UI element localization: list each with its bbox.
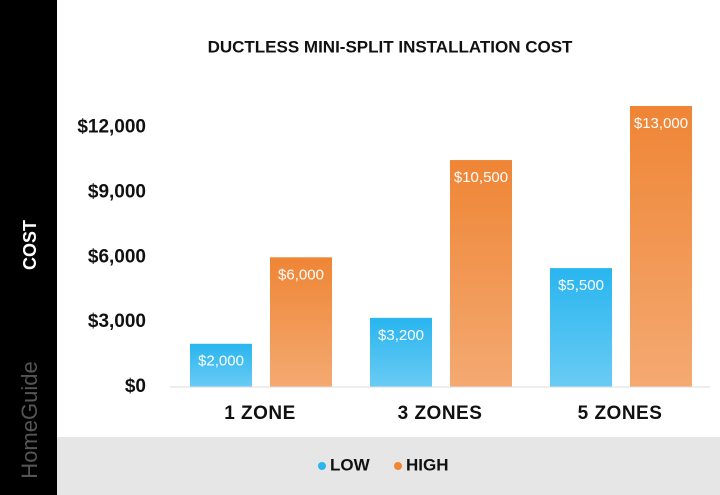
value-label: $2,000 — [198, 353, 244, 370]
value-label: $3,200 — [378, 327, 424, 344]
y-tick-label: $3,000 — [88, 311, 146, 332]
y-tick-label: $9,000 — [88, 181, 146, 202]
watermark: HomeGuide — [17, 361, 42, 478]
legend-marker — [394, 462, 402, 470]
x-tick-label: 3 ZONES — [398, 403, 483, 424]
value-label: $13,000 — [634, 115, 688, 132]
x-tick-label: 1 ZONE — [224, 403, 296, 424]
y-tick-label: $12,000 — [77, 117, 146, 138]
bar — [370, 317, 432, 387]
value-label: $10,500 — [454, 169, 508, 186]
legend-label: LOW — [330, 455, 371, 474]
bar — [270, 257, 332, 387]
y-tick-label: $0 — [125, 376, 146, 397]
bar — [450, 160, 512, 387]
legend-band — [57, 437, 720, 495]
y-tick-label: $6,000 — [88, 246, 146, 267]
x-tick-label: 5 ZONES — [578, 403, 663, 424]
sidebar — [0, 0, 57, 495]
bar — [550, 268, 612, 387]
value-label: $5,500 — [558, 277, 604, 294]
value-label: $6,000 — [278, 266, 324, 283]
bar — [190, 343, 252, 387]
chart-title: DUCTLESS MINI-SPLIT INSTALLATION COST — [208, 37, 573, 56]
y-axis-label: COST — [20, 220, 40, 270]
legend-label: HIGH — [406, 455, 449, 474]
legend-marker — [318, 462, 326, 470]
bar — [630, 106, 692, 387]
